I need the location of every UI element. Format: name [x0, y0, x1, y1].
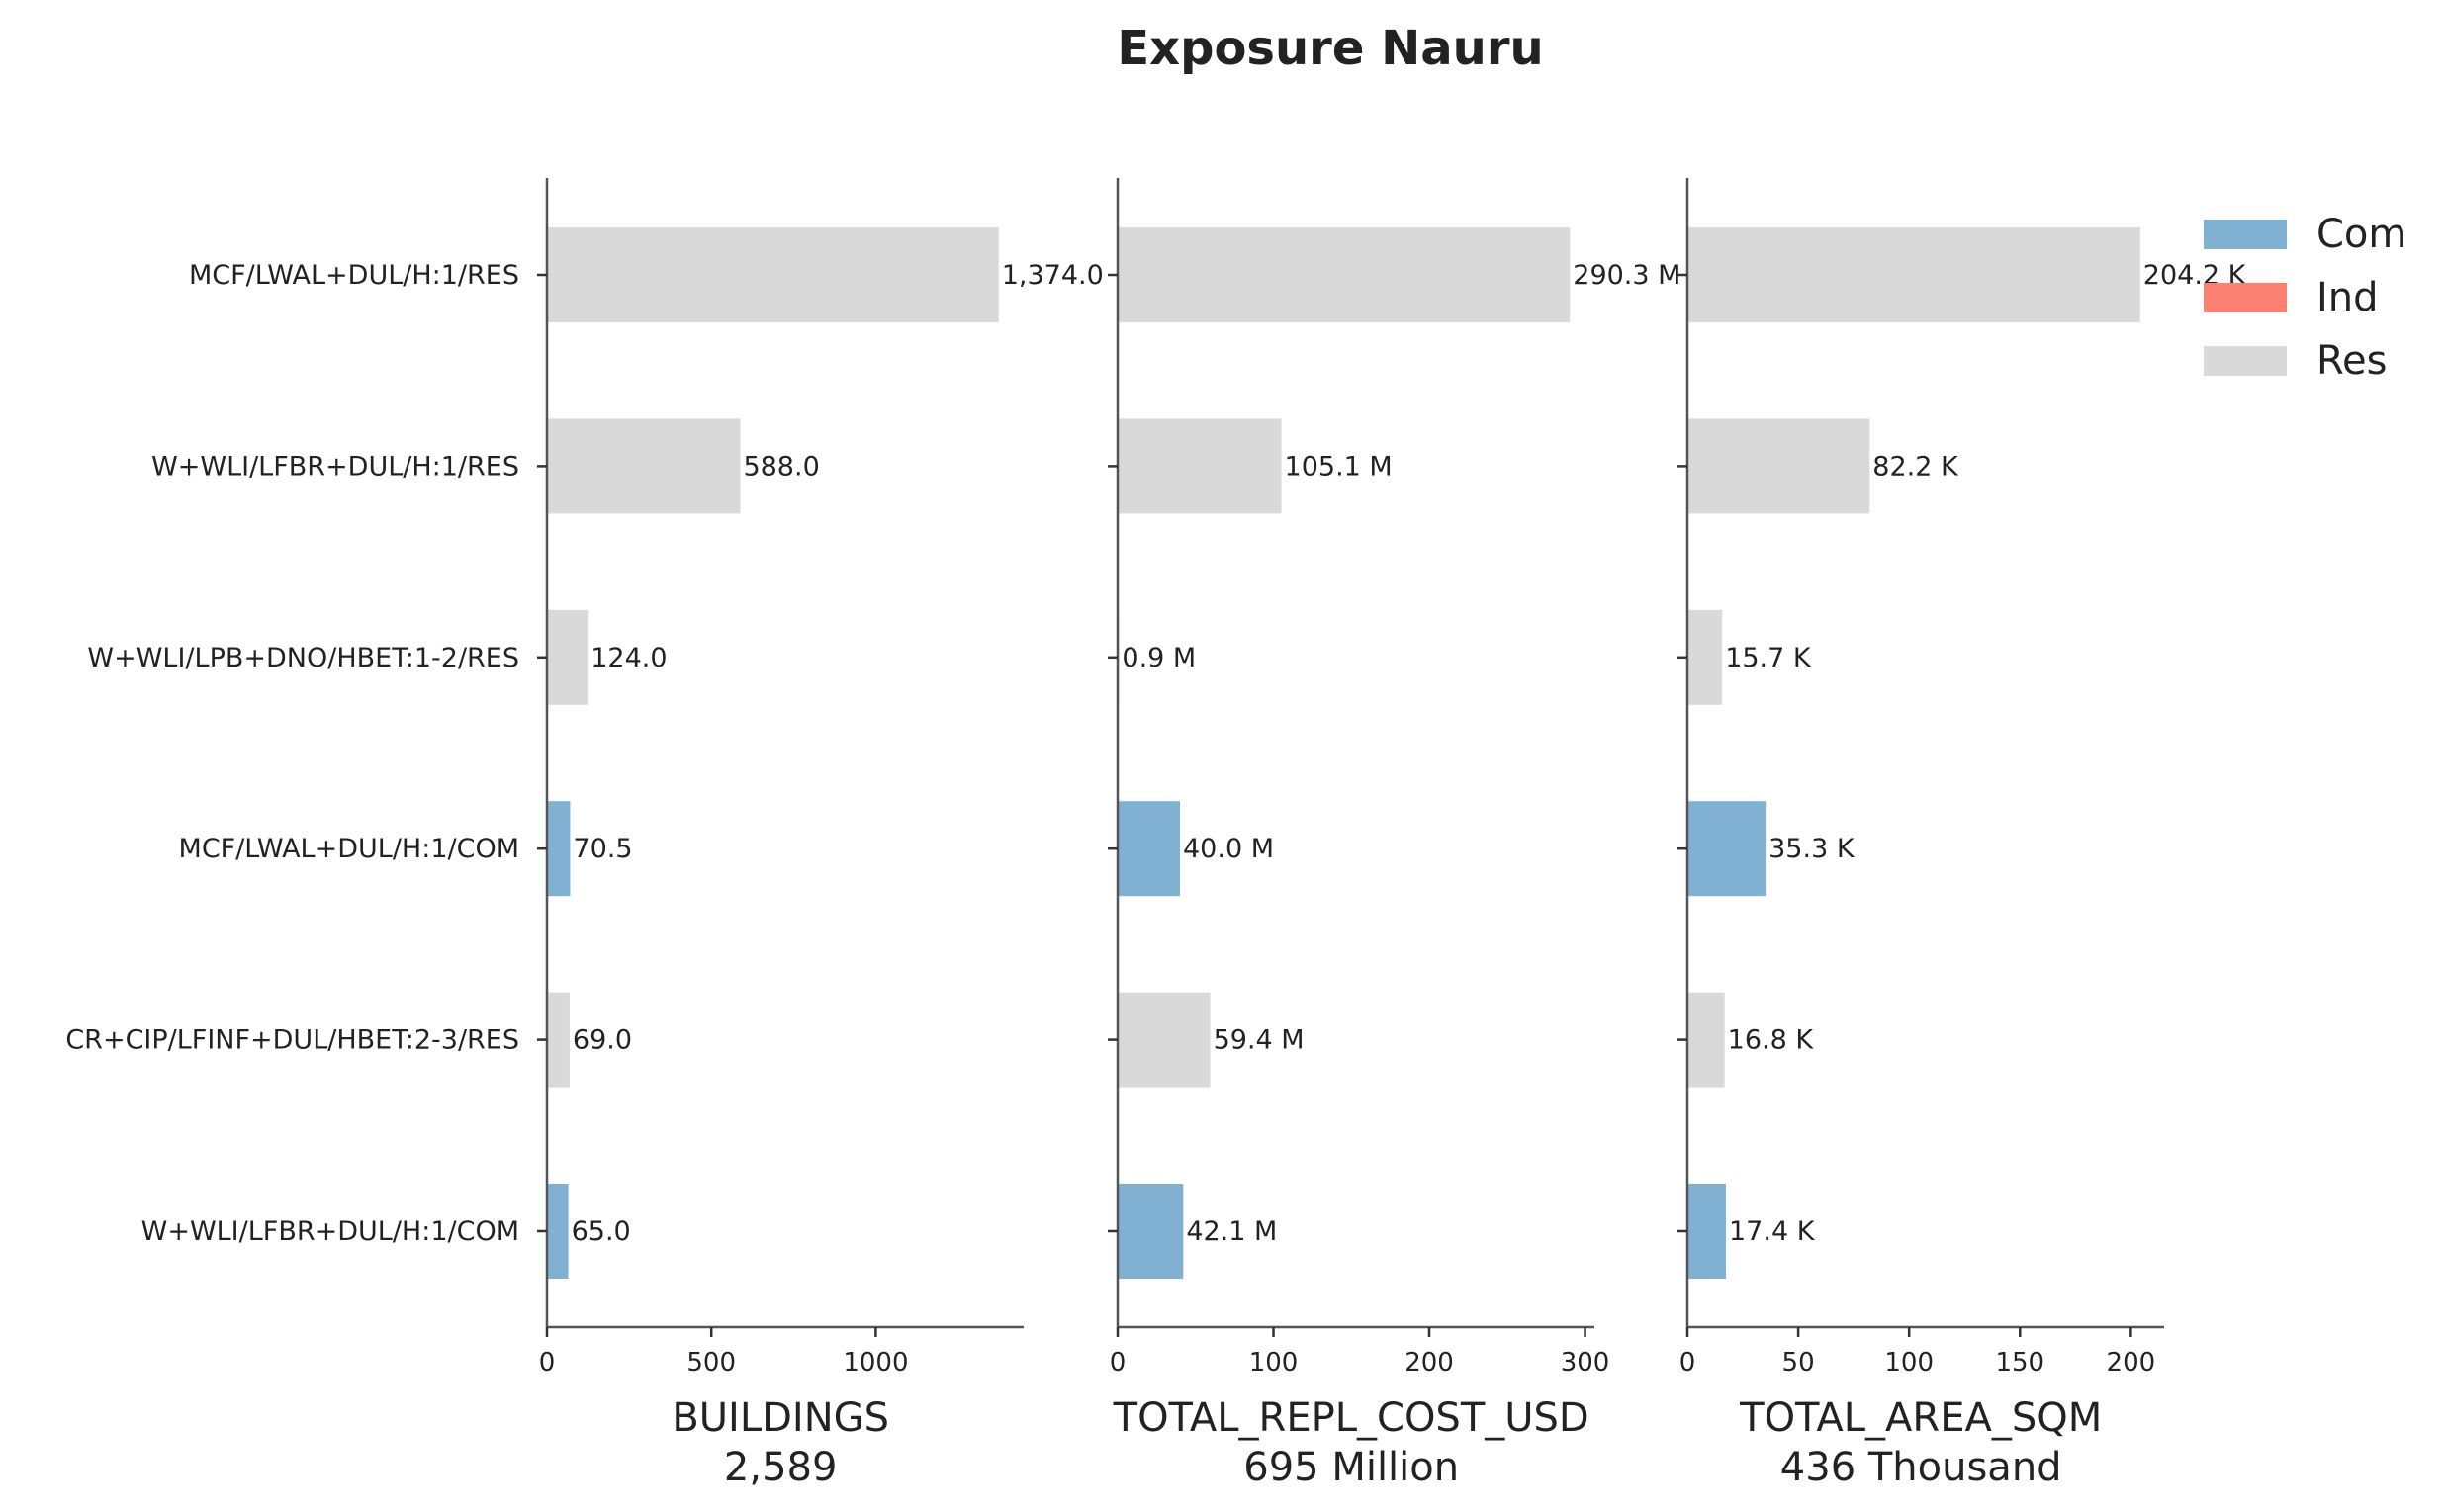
data-label-2-1: 290.3 M	[1573, 260, 1680, 291]
bar-1-4	[547, 801, 571, 897]
data-label-2-4: 40.0 M	[1183, 834, 1274, 864]
category-label-5: CR+CIP/LFINF+DUL/HBET:2-3/RES	[65, 1025, 519, 1056]
bar-3-5	[1687, 992, 1725, 1088]
x-tick-label-3-2: 50	[1782, 1348, 1815, 1378]
bar-3-2	[1687, 418, 1870, 514]
data-label-3-3: 15.7 K	[1725, 643, 1812, 673]
data-label-2-2: 105.1 M	[1285, 451, 1393, 482]
data-label-3-6: 17.4 K	[1729, 1216, 1816, 1247]
x-tick-label-2-4: 300	[1561, 1348, 1610, 1378]
bar-1-5	[547, 992, 570, 1088]
x-tick-label-1-3: 1000	[843, 1348, 908, 1378]
x-tick-label-3-4: 150	[1995, 1348, 2044, 1378]
bar-1-2	[547, 418, 741, 514]
x-tick-label-3-3: 100	[1884, 1348, 1934, 1378]
bar-3-4	[1687, 801, 1767, 897]
bar-2-4	[1118, 801, 1181, 897]
legend-swatch-com	[2204, 220, 2287, 249]
bar-3-3	[1687, 609, 1723, 705]
x-axis-total-3: 436 Thousand	[1780, 1445, 2062, 1490]
bar-2-5	[1118, 992, 1211, 1088]
data-label-2-5: 59.4 M	[1214, 1025, 1305, 1056]
category-label-6: W+WLI/LFBR+DUL/H:1/COM	[141, 1216, 519, 1247]
bar-2-6	[1118, 1184, 1184, 1279]
bar-2-2	[1118, 418, 1282, 514]
data-label-3-4: 35.3 K	[1768, 834, 1856, 864]
chart-title: Exposure Nauru	[1117, 21, 1543, 76]
legend-label-com: Com	[2316, 212, 2406, 257]
x-tick-label-2-3: 200	[1404, 1348, 1454, 1378]
legend-label-ind: Ind	[2316, 275, 2379, 320]
category-label-1: MCF/LWAL+DUL/H:1/RES	[189, 260, 519, 291]
data-label-1-2: 588.0	[743, 451, 819, 482]
chart-panels: 1,374.0 588.0 124.0 70.5 69.0 65.0 MCF/LWAL+DU…	[65, 178, 2247, 1490]
x-tick-label-3-1: 0	[1679, 1348, 1696, 1378]
x-tick-label-1-2: 500	[686, 1348, 736, 1378]
data-label-3-5: 16.8 K	[1728, 1025, 1815, 1056]
legend-swatch-ind	[2204, 283, 2287, 312]
category-label-3: W+WLI/LPB+DNO/HBET:1-2/RES	[87, 643, 519, 673]
legend: Com Ind Res	[2204, 212, 2406, 384]
data-label-1-3: 124.0	[590, 643, 667, 673]
x-axis-total-1: 2,589	[724, 1445, 838, 1490]
category-label-4: MCF/LWAL+DUL/H:1/COM	[179, 834, 519, 864]
x-axis-title-2: TOTAL_REPL_COST_USD	[1113, 1395, 1589, 1441]
x-tick-label-2-1: 0	[1110, 1348, 1127, 1378]
bar-2-1	[1118, 227, 1571, 322]
x-tick-label-3-5: 200	[2107, 1348, 2156, 1378]
panel-3: 204.2 K82.2 K15.7 K35.3 K16.8 K17.4 K0 50…	[1677, 178, 2247, 1490]
data-label-3-2: 82.2 K	[1872, 451, 1959, 482]
panel-1: 1,374.0 588.0 124.0 70.5 69.0 65.0 MCF/LWAL+DU…	[65, 178, 1104, 1490]
data-label-2-3: 0.9 M	[1122, 643, 1196, 673]
bar-3-1	[1687, 227, 2140, 322]
bar-3-6	[1687, 1184, 1727, 1279]
bar-1-3	[547, 609, 589, 705]
data-label-1-4: 70.5	[573, 834, 632, 864]
x-axis-title-3: TOTAL_AREA_SQM	[1739, 1395, 2102, 1441]
legend-swatch-res	[2204, 346, 2287, 376]
x-axis-total-2: 695 Million	[1243, 1445, 1459, 1490]
data-label-1-1: 1,374.0	[1002, 260, 1104, 291]
x-tick-label-1-1: 0	[539, 1348, 556, 1378]
bar-1-1	[547, 227, 999, 322]
legend-label-res: Res	[2316, 338, 2387, 384]
panel-2: 290.3 M 105.1 M 0.9 M 40.0 M 59.4 M 42.1 M 0 10…	[1108, 178, 1680, 1490]
bar-1-6	[547, 1184, 569, 1279]
data-label-2-6: 42.1 M	[1186, 1216, 1277, 1247]
category-label-2: W+WLI/LFBR+DUL/H:1/RES	[151, 451, 519, 482]
x-tick-label-2-2: 100	[1249, 1348, 1299, 1378]
data-label-1-5: 69.0	[573, 1025, 632, 1056]
x-axis-title-1: BUILDINGS	[672, 1395, 889, 1441]
data-label-1-6: 65.0	[572, 1216, 631, 1247]
